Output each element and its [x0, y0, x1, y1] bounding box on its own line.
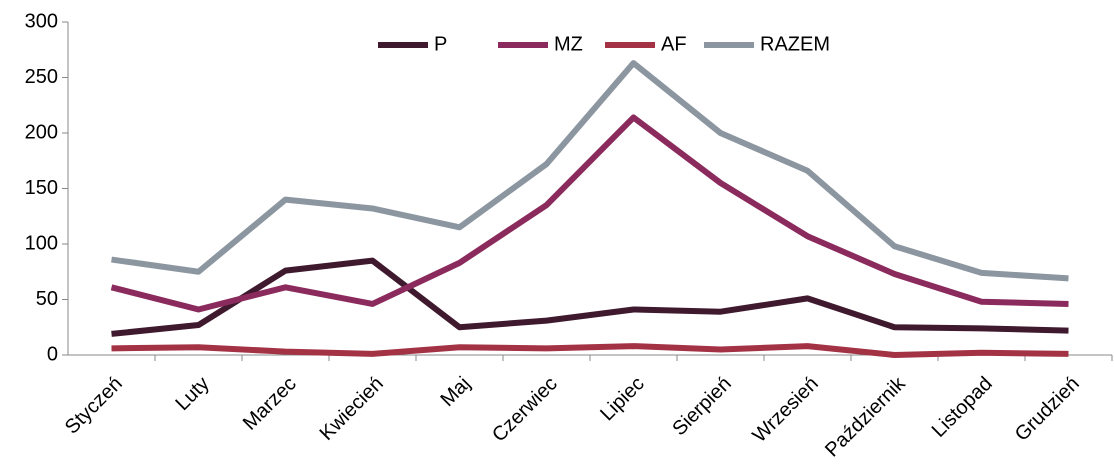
y-tick-label: 0 — [47, 343, 58, 365]
legend-label: P — [434, 33, 447, 55]
x-tick-label: Listopad — [928, 373, 997, 442]
legend-label: AF — [661, 33, 687, 55]
y-tick-label: 300 — [25, 10, 58, 32]
y-tick-label: 100 — [25, 232, 58, 254]
x-tick-label: Kwiecień — [316, 373, 388, 445]
legend-label: MZ — [554, 33, 583, 55]
line — [111, 343, 1069, 358]
y-tick-label: 50 — [36, 288, 58, 310]
x-tick-label: Czerwiec — [488, 373, 562, 447]
x-tick-label: Październik — [821, 372, 910, 461]
x-tick-label: Marzec — [239, 373, 301, 435]
y-tick-label: 150 — [25, 177, 58, 199]
line — [111, 60, 1069, 282]
x-tick-label: Luty — [171, 373, 213, 415]
line — [111, 257, 1069, 337]
x-tick-label: Lipiec — [596, 373, 649, 426]
x-tick-label: Maj — [436, 373, 474, 411]
x-tick-label: Sierpień — [668, 373, 735, 440]
legend-label: RAZEM — [760, 33, 830, 55]
x-tick-label: Wrzesień — [749, 373, 823, 447]
line — [110, 114, 1069, 313]
y-tick-label: 200 — [25, 121, 58, 143]
y-tick-label: 250 — [25, 66, 58, 88]
x-tick-label: Grudzień — [1011, 373, 1084, 446]
x-tick-label: Styczeń — [61, 373, 127, 439]
